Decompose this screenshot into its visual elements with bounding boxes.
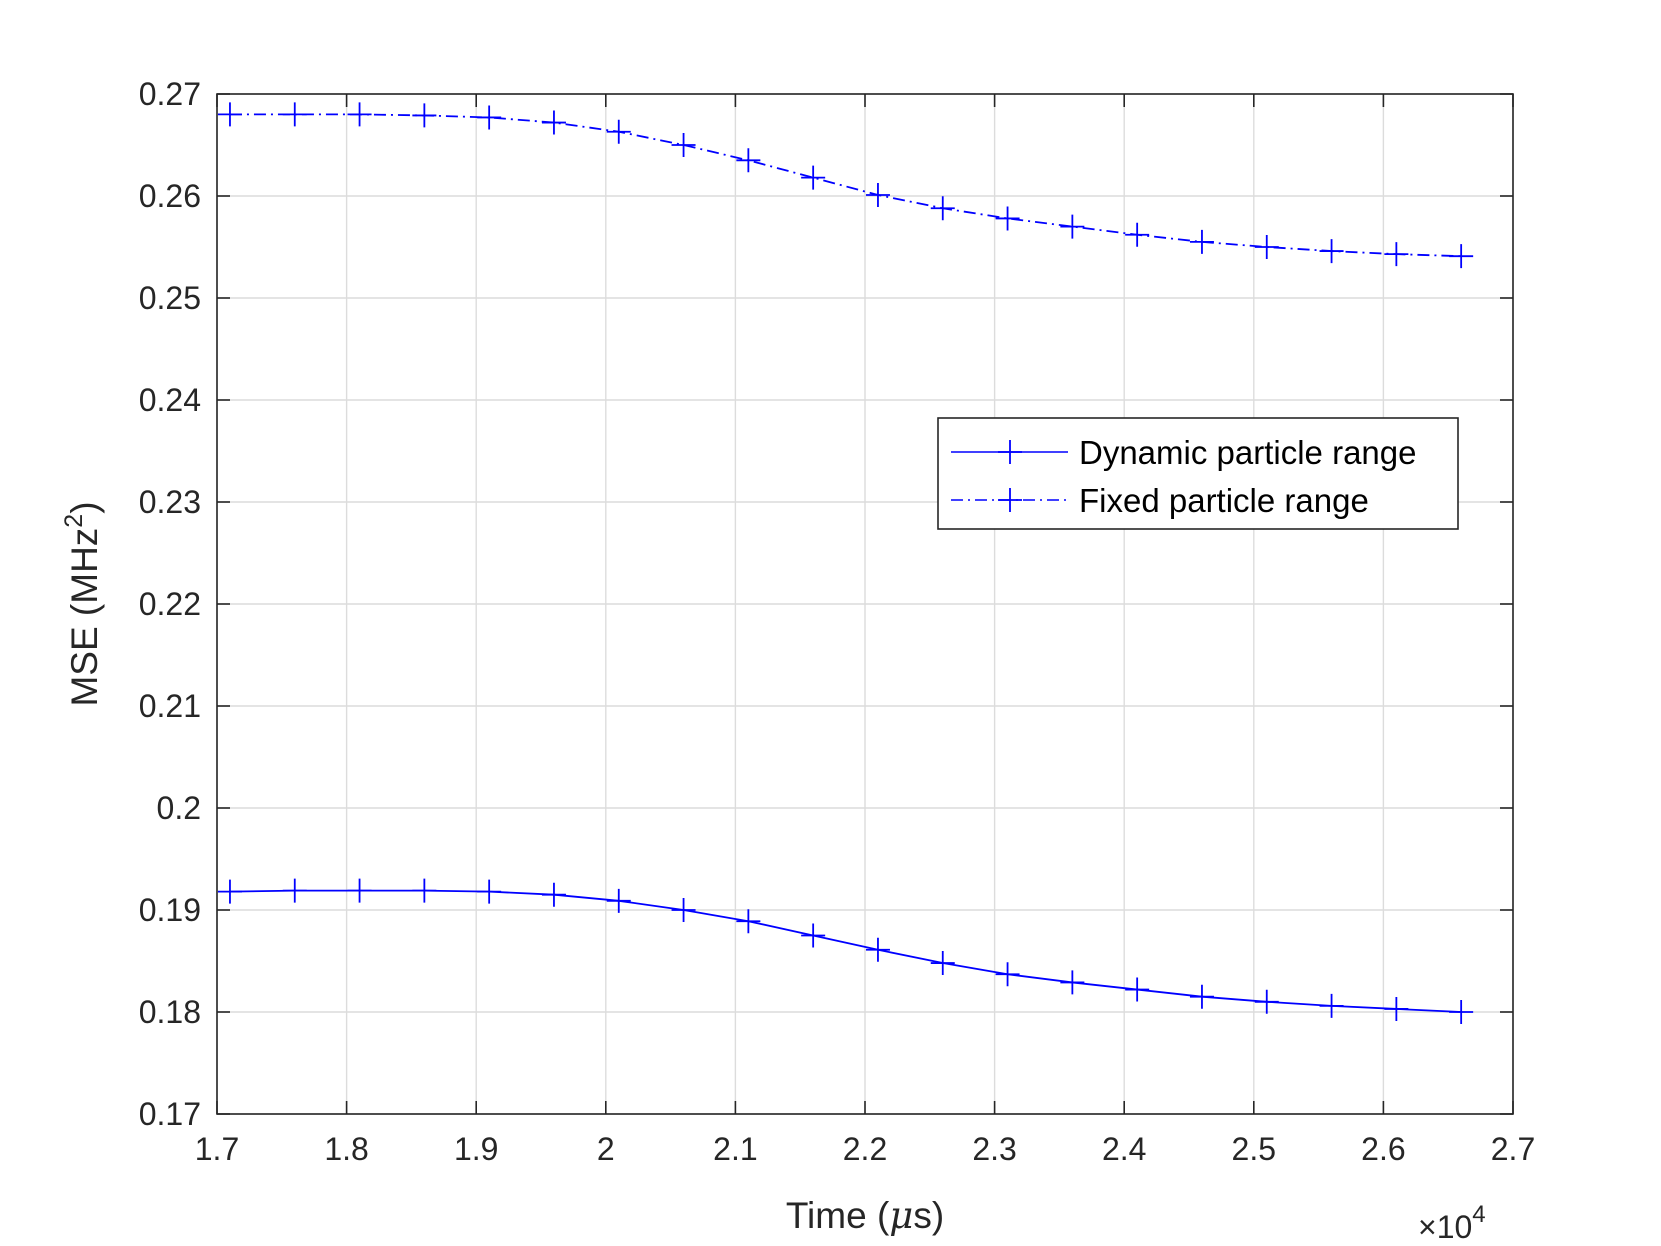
legend-marker-dynamic — [998, 440, 1022, 464]
x-tick-label: 2 — [597, 1131, 615, 1167]
data-point-marker — [412, 878, 437, 903]
data-point-marker — [347, 878, 372, 903]
data-point-marker — [1060, 214, 1085, 239]
data-point-marker — [1254, 235, 1279, 259]
y-tick-label: 0.24 — [139, 382, 201, 418]
data-point-marker — [801, 923, 826, 948]
y-tick-label: 0.25 — [139, 280, 201, 316]
data-point-marker — [1319, 993, 1344, 1018]
data-point-marker — [1449, 244, 1474, 269]
x-tick-label: 2.2 — [843, 1131, 887, 1167]
data-point-marker — [1189, 229, 1214, 254]
data-point-marker — [1125, 977, 1150, 1002]
data-point-marker — [282, 878, 307, 903]
data-point-marker — [1060, 970, 1085, 995]
data-point-marker — [801, 165, 826, 190]
x-axis-label: Time (μs) — [786, 1194, 944, 1237]
legend-label-fixed: Fixed particle range — [1079, 482, 1369, 519]
data-point-marker — [1384, 996, 1409, 1021]
x-tick-label: 1.7 — [195, 1131, 239, 1167]
x-tick-label: 2.4 — [1102, 1131, 1146, 1167]
data-point-marker — [930, 951, 955, 976]
y-tick-labels: 0.17 0.18 0.19 0.2 0.21 0.22 0.23 0.24 0.25 0.26 0… — [139, 76, 201, 1132]
x-tick-label: 1.8 — [324, 1131, 368, 1167]
data-point-marker — [995, 206, 1020, 231]
legend: Dynamic particle range Fixed particle ra… — [937, 417, 1459, 530]
data-point-marker — [541, 110, 566, 135]
data-point-marker — [1449, 1000, 1474, 1024]
x-tick-label: 2.5 — [1232, 1131, 1276, 1167]
legend-label-dynamic: Dynamic particle range — [1079, 434, 1416, 471]
x-tick-label: 2.1 — [713, 1131, 757, 1167]
data-point-marker — [995, 962, 1020, 987]
data-point-marker — [671, 898, 696, 922]
data-point-marker — [865, 937, 890, 962]
y-tick-label: 0.18 — [139, 994, 201, 1030]
data-point-marker — [1254, 989, 1279, 1014]
y-tick-label: 0.27 — [139, 76, 201, 112]
data-point-marker — [347, 102, 372, 127]
x-tick-label: 2.6 — [1361, 1131, 1405, 1167]
y-axis-label: MSE (MHz2) — [60, 501, 105, 706]
x-axis-multiplier: ×104 — [1418, 1201, 1486, 1245]
data-point-marker — [1384, 242, 1409, 267]
y-tick-label: 0.23 — [139, 484, 201, 520]
y-tick-label: 0.2 — [157, 790, 201, 826]
y-tick-label: 0.17 — [139, 1096, 201, 1132]
data-point-marker — [865, 182, 890, 207]
data-point-marker — [606, 888, 631, 913]
data-point-marker — [217, 879, 242, 904]
data-point-marker — [541, 882, 566, 907]
data-point-marker — [1189, 984, 1214, 1009]
data-point-marker — [217, 102, 242, 127]
data-point-marker — [1319, 239, 1344, 264]
y-tick-label: 0.19 — [139, 892, 201, 928]
y-tick-label: 0.21 — [139, 688, 201, 724]
tick-marks — [216, 93, 1514, 1115]
legend-marker-fixed — [998, 488, 1022, 512]
x-tick-labels: 1.7 1.8 1.9 2 2.1 2.2 2.3 2.4 2.5 2.6 2.7 — [195, 1131, 1535, 1167]
data-point-marker — [671, 133, 696, 157]
data-point-marker — [412, 103, 437, 128]
series-fixed — [217, 102, 1474, 269]
series-layer — [217, 102, 1474, 1024]
data-point-marker — [930, 196, 955, 221]
x-tick-label: 2.7 — [1491, 1131, 1535, 1167]
series-dynamic — [217, 878, 1474, 1024]
legend-box — [937, 417, 1459, 530]
data-point-marker — [736, 148, 761, 173]
y-tick-label: 0.22 — [139, 586, 201, 622]
data-point-marker — [736, 909, 761, 934]
x-tick-label: 2.3 — [972, 1131, 1016, 1167]
data-point-marker — [606, 119, 631, 144]
data-point-marker — [282, 102, 307, 127]
x-tick-label: 1.9 — [454, 1131, 498, 1167]
data-point-marker — [1125, 222, 1150, 247]
data-point-marker — [477, 105, 502, 130]
data-point-marker — [477, 879, 502, 904]
y-tick-label: 0.26 — [139, 178, 201, 214]
